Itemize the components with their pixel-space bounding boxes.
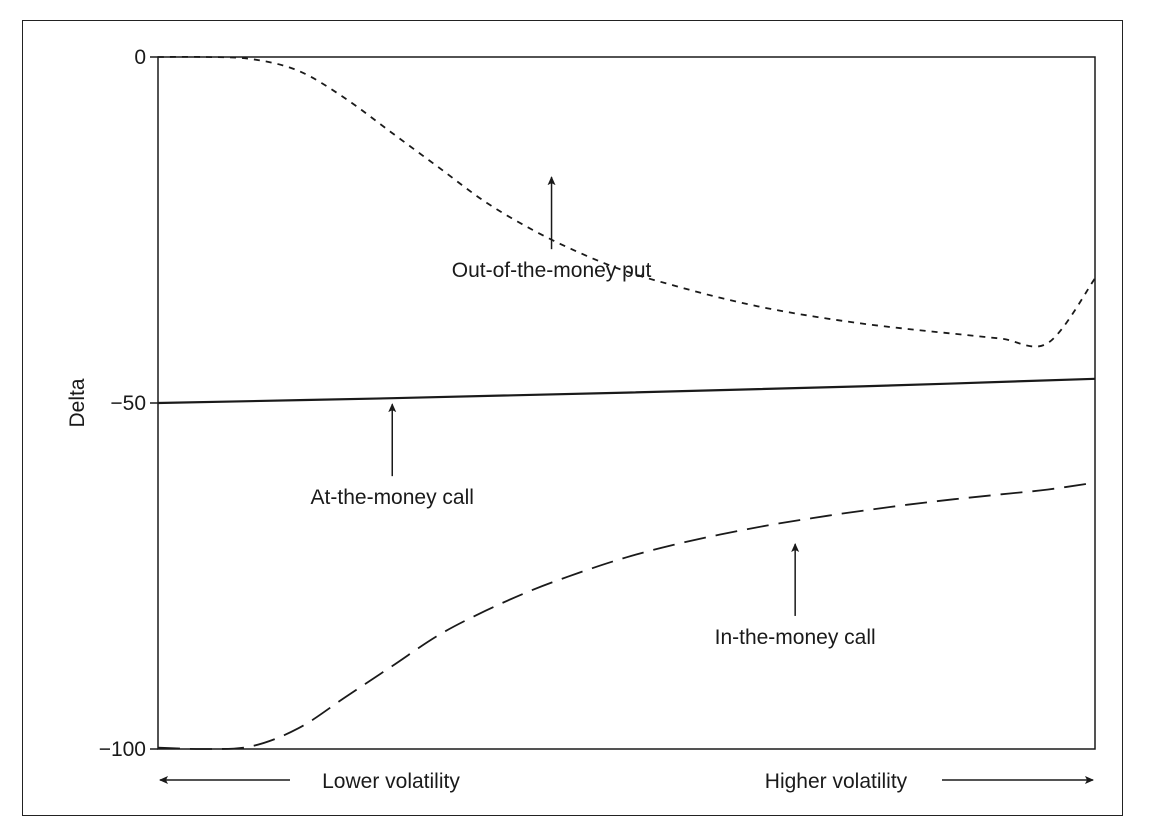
y-tick-label: −100 <box>99 738 146 761</box>
annotation-label: At-the-money call <box>311 486 474 509</box>
figure-frame <box>22 20 1123 816</box>
x-axis-right-label: Higher volatility <box>765 770 908 793</box>
series-line-in-the-money-call <box>157 481 1096 750</box>
y-tick-label: 0 <box>134 46 146 69</box>
annotation-label: In-the-money call <box>715 626 876 649</box>
annotation-label: Out-of-the-money put <box>452 259 652 282</box>
y-axis-label: Delta <box>66 378 89 427</box>
y-axis-ticks: 0 −50 −100 <box>99 46 158 761</box>
series-line-at-the-money-call <box>157 377 1096 405</box>
annotation-layer: Out-of-the-money put At-the-money call In-… <box>311 176 876 649</box>
series-line-out-of-the-money-put <box>157 55 1096 348</box>
x-axis-left-label: Lower volatility <box>322 770 460 793</box>
plot-area <box>157 56 1096 750</box>
series-layer <box>157 55 1096 750</box>
y-tick-label: −50 <box>110 392 146 415</box>
